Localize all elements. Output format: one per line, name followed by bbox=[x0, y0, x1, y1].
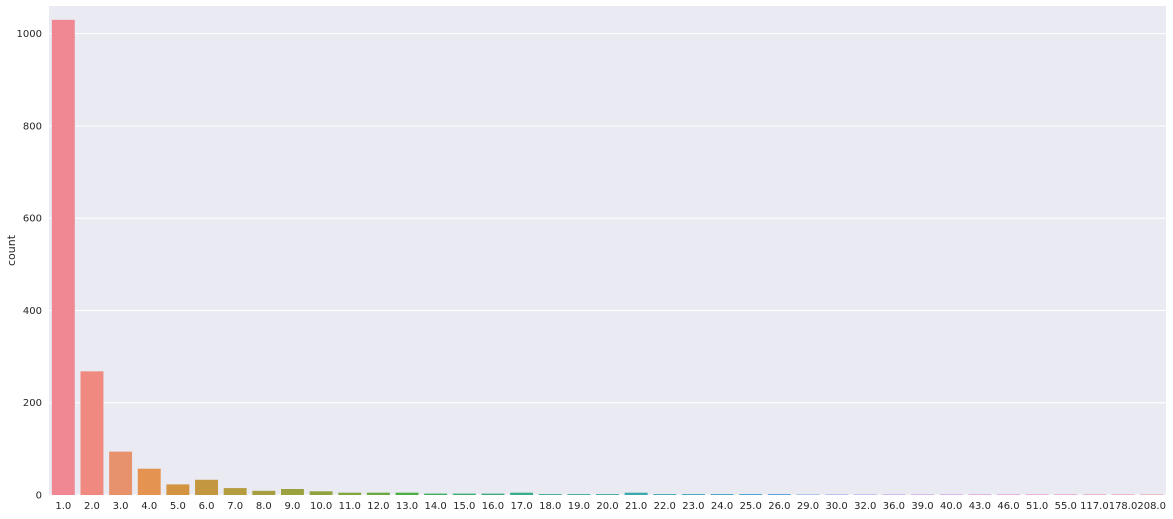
bar bbox=[80, 371, 104, 495]
bar bbox=[596, 494, 619, 495]
plot-background bbox=[49, 6, 1166, 495]
x-tick-label: 20.0 bbox=[596, 501, 618, 512]
x-tick-label: 14.0 bbox=[425, 501, 447, 512]
y-tick-label: 1000 bbox=[17, 29, 42, 40]
x-tick-label: 51.0 bbox=[1026, 501, 1048, 512]
x-tick-label: 17.0 bbox=[510, 501, 532, 512]
x-tick-labels: 1.0 2.0 3.0 4.0 5.0 6.0 7.0 8.0 9.0 10.0 11.0 12.0 1… bbox=[55, 501, 1166, 512]
x-tick-label: 7.0 bbox=[227, 501, 243, 512]
bar bbox=[681, 494, 705, 495]
x-tick-label: 1.0 bbox=[55, 501, 71, 512]
x-tick-label: 19.0 bbox=[568, 501, 590, 512]
bars bbox=[51, 19, 1164, 495]
bar bbox=[166, 484, 190, 495]
x-tick-label: 15.0 bbox=[453, 501, 475, 512]
bar bbox=[338, 492, 362, 495]
x-tick-label: 39.0 bbox=[911, 501, 933, 512]
bar bbox=[624, 492, 648, 495]
bar bbox=[137, 468, 161, 495]
x-tick-label: 12.0 bbox=[367, 501, 389, 512]
x-tick-label: 13.0 bbox=[396, 501, 418, 512]
x-tick-label: 40.0 bbox=[940, 501, 962, 512]
y-tick-label: 200 bbox=[23, 398, 42, 409]
x-tick-label: 25.0 bbox=[740, 501, 762, 512]
bar bbox=[767, 494, 791, 495]
bar bbox=[538, 494, 562, 495]
bar bbox=[653, 494, 677, 495]
bar bbox=[739, 494, 763, 495]
bar bbox=[567, 494, 591, 495]
bar bbox=[510, 492, 534, 495]
x-tick-label: 9.0 bbox=[284, 501, 300, 512]
y-axis-label: count bbox=[5, 234, 18, 266]
bar bbox=[309, 491, 333, 495]
bar bbox=[280, 489, 304, 495]
x-tick-label: 2.0 bbox=[84, 501, 100, 512]
y-tick-labels: 0 200 400 600 800 1000 bbox=[17, 29, 42, 501]
bar bbox=[109, 451, 133, 495]
x-tick-label: 16.0 bbox=[482, 501, 504, 512]
x-tick-label: 23.0 bbox=[682, 501, 704, 512]
x-tick-label: 10.0 bbox=[310, 501, 332, 512]
bar bbox=[424, 493, 448, 495]
bar bbox=[710, 494, 734, 495]
x-tick-label: 21.0 bbox=[625, 501, 647, 512]
x-tick-label: 36.0 bbox=[883, 501, 905, 512]
bar bbox=[252, 490, 276, 495]
bar bbox=[195, 479, 218, 495]
x-tick-label: 24.0 bbox=[711, 501, 733, 512]
bar bbox=[366, 492, 390, 495]
x-tick-label: 22.0 bbox=[654, 501, 676, 512]
y-tick-label: 400 bbox=[23, 306, 42, 317]
x-tick-label: 8.0 bbox=[256, 501, 272, 512]
x-tick-label: 208.0 bbox=[1137, 501, 1166, 512]
x-tick-label: 32.0 bbox=[854, 501, 876, 512]
x-tick-label: 4.0 bbox=[141, 501, 157, 512]
bar bbox=[452, 493, 476, 495]
x-tick-label: 29.0 bbox=[797, 501, 819, 512]
x-tick-label: 30.0 bbox=[825, 501, 847, 512]
bar bbox=[51, 19, 75, 495]
bar bbox=[395, 492, 419, 495]
x-tick-label: 18.0 bbox=[539, 501, 561, 512]
x-tick-label: 55.0 bbox=[1055, 501, 1077, 512]
x-tick-label: 3.0 bbox=[113, 501, 129, 512]
x-tick-label: 11.0 bbox=[339, 501, 361, 512]
x-tick-label: 6.0 bbox=[199, 501, 215, 512]
x-tick-label: 178.0 bbox=[1109, 501, 1138, 512]
x-tick-label: 46.0 bbox=[997, 501, 1019, 512]
x-tick-label: 117.0 bbox=[1080, 501, 1109, 512]
y-tick-label: 0 bbox=[36, 491, 42, 502]
x-tick-label: 5.0 bbox=[170, 501, 186, 512]
x-tick-label: 43.0 bbox=[969, 501, 991, 512]
x-tick-label: 26.0 bbox=[768, 501, 790, 512]
y-tick-label: 600 bbox=[23, 214, 42, 225]
bar bbox=[481, 493, 505, 495]
y-tick-label: 800 bbox=[23, 121, 42, 132]
bar bbox=[223, 488, 247, 495]
